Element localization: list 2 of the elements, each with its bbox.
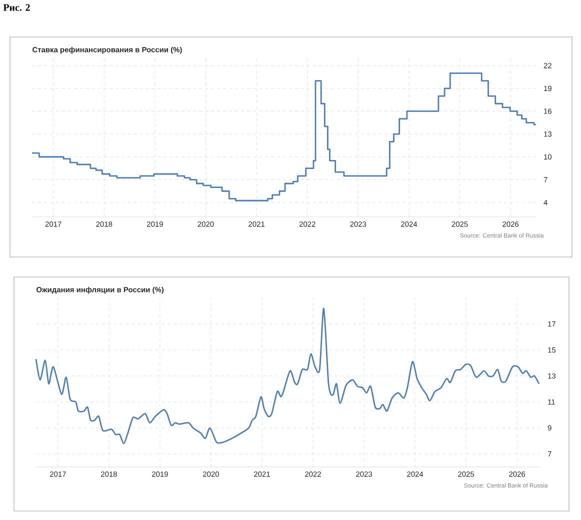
text: Рис. 2: [3, 4, 30, 11]
line-series: [35, 308, 540, 444]
